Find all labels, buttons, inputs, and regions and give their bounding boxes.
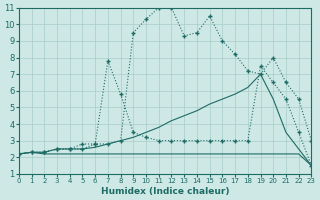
X-axis label: Humidex (Indice chaleur): Humidex (Indice chaleur) [101, 187, 229, 196]
